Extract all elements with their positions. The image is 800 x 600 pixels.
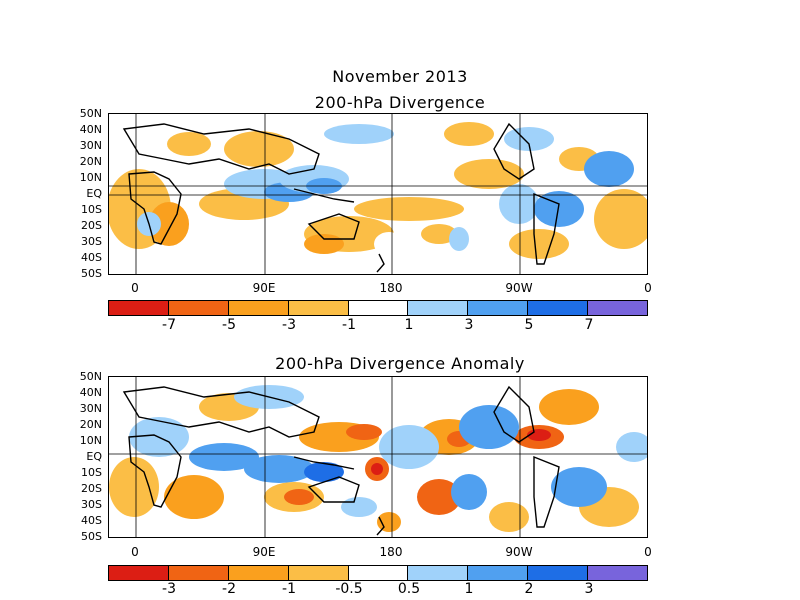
colorbar-swatch [588, 566, 648, 580]
colorbar-label: 0.5 [397, 581, 421, 597]
lon-label: 0 [131, 545, 139, 559]
lon-label: 0 [131, 281, 139, 295]
panel-2-title: 200-hPa Divergence Anomaly [275, 354, 525, 373]
lon-label: 0 [644, 545, 652, 559]
lat-label: 20S [81, 219, 102, 232]
lat-label: 20S [81, 482, 102, 495]
colorbar-label: 2 [524, 581, 534, 597]
lat-label: 20N [79, 418, 102, 431]
page-title: November 2013 [332, 67, 468, 86]
lat-label: 50N [79, 107, 102, 120]
lat-label: 10S [81, 203, 102, 216]
colorbar-label: 5 [524, 317, 534, 333]
colorbar-label: -5 [222, 317, 236, 333]
colorbar-swatch [348, 301, 409, 315]
colorbar-swatch [408, 566, 469, 580]
colorbar-label: 3 [584, 581, 594, 597]
colorbar-label: -1 [342, 317, 356, 333]
colorbar-swatch [588, 301, 648, 315]
lon-label: 90E [252, 545, 276, 559]
colorbar-swatch [468, 566, 529, 580]
lat-label: EQ [86, 450, 102, 463]
colorbar-swatch [288, 301, 349, 315]
colorbar-label: 7 [584, 317, 594, 333]
colorbar-label: 1 [464, 581, 474, 597]
lon-label: 90W [505, 545, 533, 559]
lat-label: 40N [79, 123, 102, 136]
colorbar-swatch [228, 566, 289, 580]
lat-label: 10N [79, 171, 102, 184]
colorbar-label: 3 [464, 317, 474, 333]
colorbar-label: -0.5 [335, 581, 363, 597]
colorbar-swatch [528, 566, 589, 580]
divergence-map [108, 113, 648, 275]
lon-label: 90W [505, 281, 533, 295]
lon-label: 0 [644, 281, 652, 295]
divergence-anomaly-field [109, 377, 647, 537]
colorbar-swatch [228, 301, 289, 315]
lat-label: 50S [81, 530, 102, 543]
lat-label: 10N [79, 434, 102, 447]
colorbar-label: -7 [162, 317, 176, 333]
colorbar-label: -2 [222, 581, 236, 597]
lat-label: 20N [79, 155, 102, 168]
colorbar-divergence [108, 300, 648, 316]
lat-label: 30S [81, 498, 102, 511]
lat-label: 50N [79, 370, 102, 383]
colorbar-label: -1 [282, 581, 296, 597]
colorbar-label: -3 [282, 317, 296, 333]
colorbar-swatch [408, 301, 469, 315]
panel-1-title: 200-hPa Divergence [314, 93, 486, 112]
colorbar-swatch [109, 301, 169, 315]
colorbar-swatch [168, 301, 229, 315]
colorbar-swatch [348, 566, 409, 580]
lat-label: 40S [81, 251, 102, 264]
colorbar-swatch [528, 301, 589, 315]
colorbar-divergence-anomaly [108, 565, 648, 581]
lat-label: 30N [79, 139, 102, 152]
lon-label: 180 [379, 545, 403, 559]
colorbar-swatch [288, 566, 349, 580]
lat-label: 10S [81, 466, 102, 479]
colorbar-swatch [468, 301, 529, 315]
lat-label: EQ [86, 187, 102, 200]
divergence-anomaly-map [108, 376, 648, 538]
colorbar-label: 1 [404, 317, 414, 333]
lat-label: 40S [81, 514, 102, 527]
lat-label: 30N [79, 402, 102, 415]
lon-label: 180 [379, 281, 403, 295]
lat-label: 30S [81, 235, 102, 248]
lon-label: 90E [252, 281, 276, 295]
colorbar-swatch [109, 566, 169, 580]
colorbar-swatch [168, 566, 229, 580]
colorbar-label: -3 [162, 581, 176, 597]
divergence-field [109, 114, 647, 274]
lat-label: 50S [81, 267, 102, 280]
lat-label: 40N [79, 386, 102, 399]
